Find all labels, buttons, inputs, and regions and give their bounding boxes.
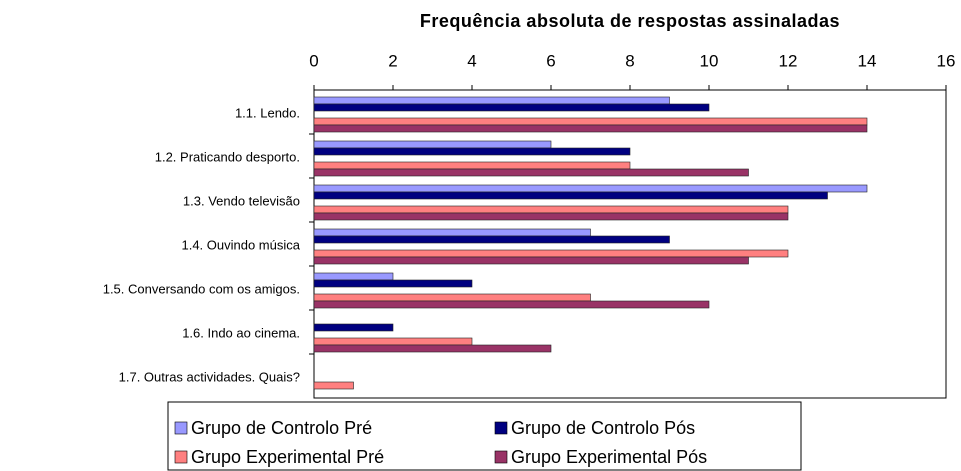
bar [313,96,670,105]
bar [313,293,591,302]
bar [313,272,394,281]
bar [313,381,354,390]
y-tick-label: 1.2. Praticando desporto. [155,149,300,164]
legend-swatch [494,450,508,464]
bar [313,323,394,332]
x-tick-label: 8 [625,51,634,70]
y-tick-label: 1.6. Indo ao cinema. [182,325,300,340]
legend-label: Grupo de Controlo Pós [511,418,695,438]
x-tick-label: 6 [546,51,555,70]
bar [313,300,710,309]
bar [313,212,789,221]
legend-label: Grupo Experimental Pós [511,447,707,467]
y-tick-label: 1.4. Ouvindo música [181,237,300,252]
y-tick-label: 1.7. Outras actividades. Quais? [119,369,300,384]
legend-box [167,401,802,471]
x-tick-label: 0 [309,51,318,70]
bar [313,235,670,244]
legend-label: Grupo Experimental Pré [191,447,384,467]
bar [313,256,749,265]
bar [313,124,868,133]
y-tick-label: 1.3. Vendo televisão [183,193,300,208]
x-tick-label: 10 [700,51,719,70]
legend-swatch [174,421,188,435]
x-tick-label: 14 [858,51,877,70]
bar [313,337,473,346]
bar [313,103,710,112]
legend-swatch [174,450,188,464]
bar [313,168,749,177]
x-tick-label: 16 [937,51,956,70]
y-tick-label: 1.1. Lendo. [235,105,300,120]
bar [313,279,473,288]
x-tick-label: 12 [779,51,798,70]
bar [313,117,868,126]
x-tick-label: 2 [388,51,397,70]
bar [313,184,868,193]
bar [313,191,828,200]
chart-title: Frequência absoluta de respostas assinal… [420,11,840,31]
bar [313,344,552,353]
bar [313,140,552,149]
bar [313,228,591,237]
bar [313,205,789,214]
legend-swatch [494,421,508,435]
y-tick-label: 1.5. Conversando com os amigos. [103,281,300,296]
bar [313,147,631,156]
legend-label: Grupo de Controlo Pré [191,418,372,438]
bar [313,161,631,170]
bar [313,249,789,258]
x-tick-label: 4 [467,51,476,70]
